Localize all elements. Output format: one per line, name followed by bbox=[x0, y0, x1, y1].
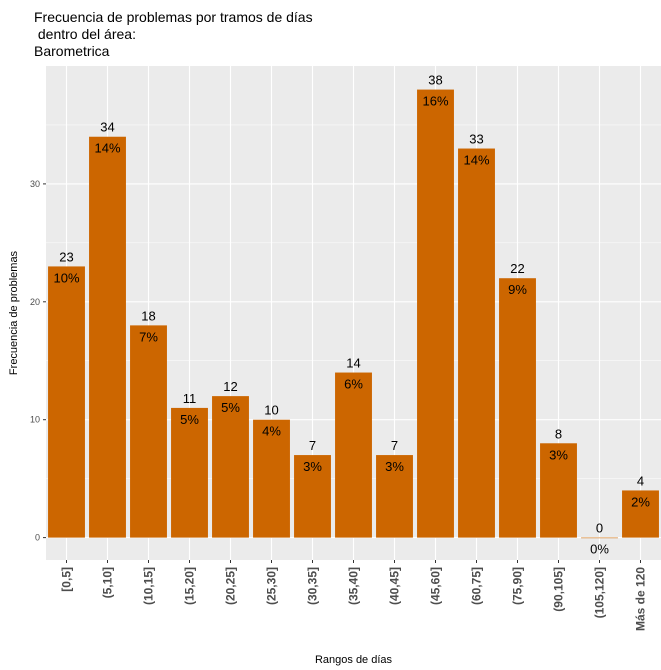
y-tick-label: 0 bbox=[35, 533, 40, 543]
bar-count-label: 11 bbox=[183, 391, 197, 406]
x-tick-label: (20,25] bbox=[224, 567, 238, 605]
bar-percent-label: 2% bbox=[631, 494, 650, 509]
bar bbox=[171, 407, 208, 538]
x-tick-label: (45,60] bbox=[429, 567, 443, 605]
bar-count-label: 10 bbox=[264, 403, 278, 418]
y-axis-title: Frecuencia de problemas bbox=[8, 250, 20, 375]
bar-percent-label: 14% bbox=[94, 141, 120, 156]
bar bbox=[212, 396, 249, 538]
x-tick-label: (40,45] bbox=[388, 567, 402, 605]
bar bbox=[335, 372, 372, 538]
x-tick-label: (5,10] bbox=[101, 567, 115, 598]
bar-count-label: 38 bbox=[428, 73, 442, 88]
bar-count-label: 23 bbox=[59, 249, 73, 264]
x-tick-label: (10,15] bbox=[142, 567, 156, 605]
bar-count-label: 14 bbox=[346, 356, 360, 371]
x-tick-label: (30,35] bbox=[306, 567, 320, 605]
bar-count-label: 7 bbox=[391, 438, 398, 453]
bar-count-label: 8 bbox=[555, 426, 562, 441]
bar-percent-label: 5% bbox=[221, 400, 240, 415]
bar-percent-label: 16% bbox=[422, 94, 448, 109]
bar bbox=[458, 148, 495, 538]
y-tick-label: 20 bbox=[30, 297, 40, 307]
chart-title: Frecuencia de problemas por tramos de dí… bbox=[34, 9, 313, 59]
bar-count-label: 33 bbox=[469, 132, 483, 147]
title-line-1: Frecuencia de problemas por tramos de dí… bbox=[34, 9, 313, 25]
bar-percent-label: 0% bbox=[590, 542, 609, 557]
x-tick-label: [0,5] bbox=[60, 567, 74, 592]
bar-count-label: 7 bbox=[309, 438, 316, 453]
bar-percent-label: 6% bbox=[344, 377, 363, 392]
title-line-3: Barometrica bbox=[34, 43, 110, 59]
bar bbox=[376, 455, 413, 538]
y-tick-label: 30 bbox=[30, 179, 40, 189]
y-axis: 0 10 20 30 bbox=[30, 179, 46, 543]
bar-count-label: 4 bbox=[637, 473, 644, 488]
x-tick-label: (105,120] bbox=[593, 567, 607, 618]
bar-percent-label: 3% bbox=[549, 447, 568, 462]
bar bbox=[499, 278, 536, 538]
bar-percent-label: 3% bbox=[385, 459, 404, 474]
x-tick-label: (90,105] bbox=[552, 567, 566, 612]
bar-count-label: 22 bbox=[510, 261, 524, 276]
bar bbox=[253, 419, 290, 538]
bar bbox=[130, 325, 167, 538]
bar-percent-label: 9% bbox=[508, 282, 527, 297]
bar bbox=[540, 443, 577, 538]
x-axis: [0,5] (5,10] (10,15] (15,20] (20,25] (25,30] (… bbox=[60, 560, 648, 631]
bar-labels: 23 10% 34 14% 18 7% 11 5% 12 5% 10 4% 7 3% 14 6% 7 3% 38 16… bbox=[53, 73, 650, 557]
bar-count-label: 0 bbox=[596, 521, 603, 536]
x-tick-label: (15,20] bbox=[183, 567, 197, 605]
bar-percent-label: 5% bbox=[180, 412, 199, 427]
bar-count-label: 34 bbox=[100, 120, 114, 135]
x-tick-label: (60,75] bbox=[470, 567, 484, 605]
bar bbox=[622, 490, 659, 538]
x-tick-label: (25,30] bbox=[265, 567, 279, 605]
bar bbox=[294, 455, 331, 538]
x-tick-label: (75,90] bbox=[511, 567, 525, 605]
bar-percent-label: 4% bbox=[262, 424, 281, 439]
title-line-2: dentro del área: bbox=[34, 26, 136, 42]
bars bbox=[48, 89, 659, 539]
x-tick-label: (35,40] bbox=[347, 567, 361, 605]
x-axis-title: Rangos de días bbox=[315, 654, 393, 666]
bar bbox=[89, 136, 126, 538]
bar bbox=[417, 89, 454, 538]
y-tick-label: 10 bbox=[30, 415, 40, 425]
bar-percent-label: 7% bbox=[139, 329, 158, 344]
bar-percent-label: 14% bbox=[463, 153, 489, 168]
bar-percent-label: 10% bbox=[53, 270, 79, 285]
bar-count-label: 12 bbox=[223, 379, 237, 394]
bar-percent-label: 3% bbox=[303, 459, 322, 474]
bar bbox=[48, 266, 85, 538]
x-tick-label: Más de 120 bbox=[634, 567, 648, 631]
bar-count-label: 18 bbox=[141, 308, 155, 323]
bar bbox=[581, 537, 618, 539]
